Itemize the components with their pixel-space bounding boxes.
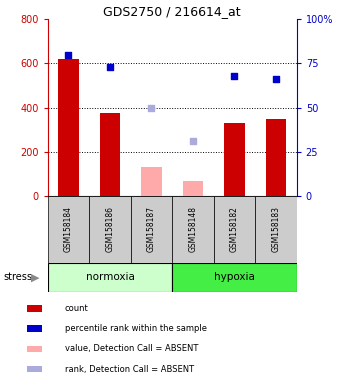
Bar	[89, 196, 131, 263]
Bar	[255, 196, 297, 263]
Text: count: count	[65, 304, 89, 313]
Text: value, Detection Call = ABSENT: value, Detection Call = ABSENT	[65, 344, 198, 354]
Bar	[48, 263, 172, 292]
Text: percentile rank within the sample: percentile rank within the sample	[65, 324, 207, 333]
Bar	[100, 113, 120, 196]
Bar	[27, 305, 42, 312]
Text: GSM158187: GSM158187	[147, 207, 156, 252]
Text: stress: stress	[3, 272, 32, 283]
Bar	[172, 196, 214, 263]
Text: normoxia: normoxia	[86, 272, 134, 283]
Text: rank, Detection Call = ABSENT: rank, Detection Call = ABSENT	[65, 365, 194, 374]
Point	[66, 51, 71, 58]
Point	[273, 76, 279, 82]
Bar	[141, 167, 162, 196]
Point	[190, 138, 196, 144]
Point	[149, 104, 154, 111]
Point	[232, 73, 237, 79]
Bar	[266, 119, 286, 196]
Text: GSM158148: GSM158148	[189, 207, 197, 252]
Bar	[182, 182, 203, 196]
Text: GSM158186: GSM158186	[105, 207, 115, 252]
Bar	[214, 196, 255, 263]
Bar	[172, 263, 297, 292]
Title: GDS2750 / 216614_at: GDS2750 / 216614_at	[103, 5, 241, 18]
Bar	[48, 196, 89, 263]
Bar	[27, 346, 42, 352]
Bar	[27, 366, 42, 372]
Text: ▶: ▶	[31, 272, 39, 283]
Bar	[58, 59, 79, 196]
Point	[107, 64, 113, 70]
Text: GSM158182: GSM158182	[230, 207, 239, 252]
Text: GSM158184: GSM158184	[64, 207, 73, 252]
Bar	[27, 326, 42, 332]
Bar	[224, 123, 245, 196]
Bar	[131, 196, 172, 263]
Text: GSM158183: GSM158183	[271, 207, 280, 252]
Text: hypoxia: hypoxia	[214, 272, 255, 283]
